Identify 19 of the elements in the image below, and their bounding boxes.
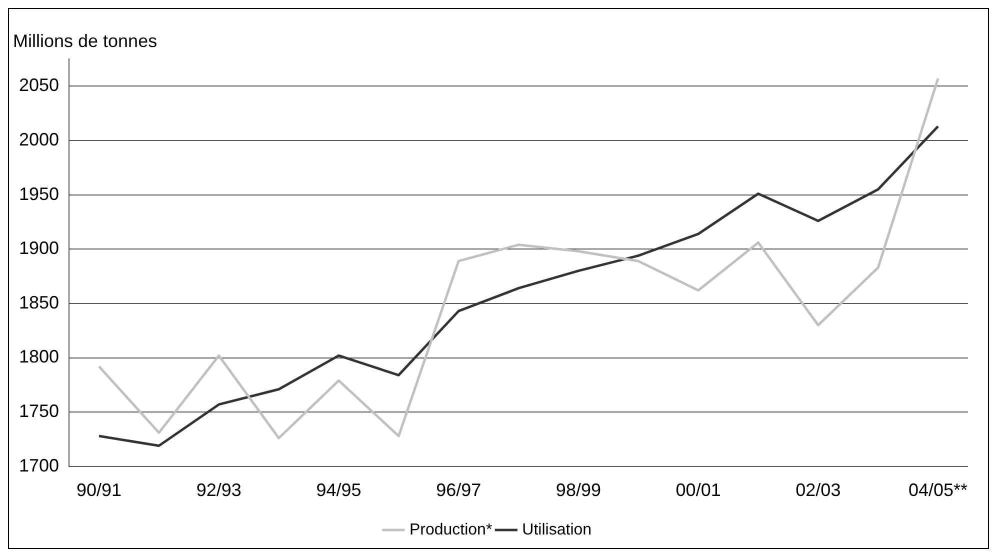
y-axis-title: Millions de tonnes: [13, 30, 158, 51]
x-tick-label: 90/91: [76, 480, 122, 500]
x-tick-label: 94/95: [316, 480, 362, 500]
y-tick-label: 2000: [18, 129, 60, 150]
x-tick-label: 04/05**: [908, 480, 968, 500]
legend-label: Production*: [409, 521, 492, 538]
legend-label: Utilisation: [522, 521, 592, 538]
y-tick-label: 2050: [18, 75, 60, 96]
y-tick-label: 1700: [18, 455, 60, 476]
x-tick-label: 02/03: [796, 480, 841, 500]
x-tick-label: 92/93: [196, 480, 242, 500]
y-tick-label: 1750: [18, 401, 60, 422]
y-tick-label: 1950: [18, 184, 60, 204]
y-tick-label: 1850: [18, 292, 60, 312]
y-tick-label: 1900: [18, 238, 60, 258]
y-tick-label: 1800: [18, 346, 60, 367]
x-tick-label: 00/01: [676, 480, 721, 500]
x-tick-label: 96/97: [436, 480, 482, 500]
x-tick-label: 98/99: [556, 480, 601, 500]
